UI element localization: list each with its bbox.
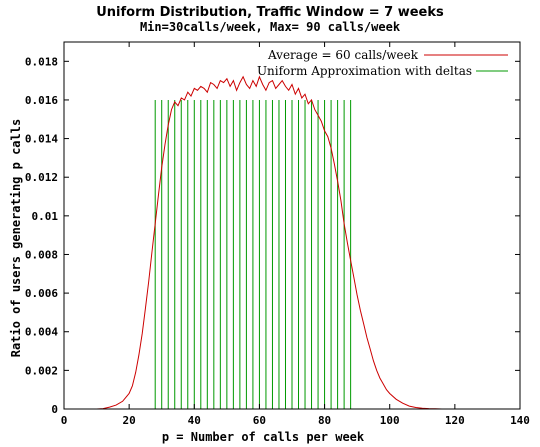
x-tick-label: 140 [510, 414, 530, 427]
x-tick-label: 100 [380, 414, 400, 427]
y-tick-label: 0.002 [25, 364, 58, 377]
plot-frame [63, 41, 521, 410]
x-tick-label: 80 [318, 414, 331, 427]
x-tick-label: 40 [188, 414, 201, 427]
y-tick-label: 0.004 [25, 326, 58, 339]
y-tick-label: 0.01 [32, 210, 59, 223]
x-tick-label: 120 [445, 414, 465, 427]
legend: Average = 60 calls/week Uniform Approxim… [257, 48, 508, 78]
x-axis-label: p = Number of calls per week [162, 430, 365, 444]
y-tick-label: 0.006 [25, 287, 58, 300]
y-tick-label: 0.012 [25, 171, 58, 184]
x-tick-label: 0 [61, 414, 68, 427]
y-tick-label: 0.018 [25, 55, 58, 68]
chart-title: Uniform Distribution, Traffic Window = 7… [96, 5, 444, 20]
legend-label-uniform: Uniform Approximation with deltas [257, 64, 472, 78]
y-tick-label: 0 [51, 403, 58, 416]
x-tick-label: 60 [253, 414, 266, 427]
x-tick-label: 20 [123, 414, 136, 427]
y-tick-label: 0.008 [25, 248, 58, 261]
y-axis-label: Ratio of users generating p calls [9, 119, 23, 357]
y-tick-label: 0.014 [25, 133, 58, 146]
chart-subtitle: Min=30calls/week, Max= 90 calls/week [140, 20, 401, 34]
average-curve-line [96, 75, 449, 410]
y-tick-label: 0.016 [25, 94, 58, 107]
legend-label-average: Average = 60 calls/week [267, 48, 419, 62]
